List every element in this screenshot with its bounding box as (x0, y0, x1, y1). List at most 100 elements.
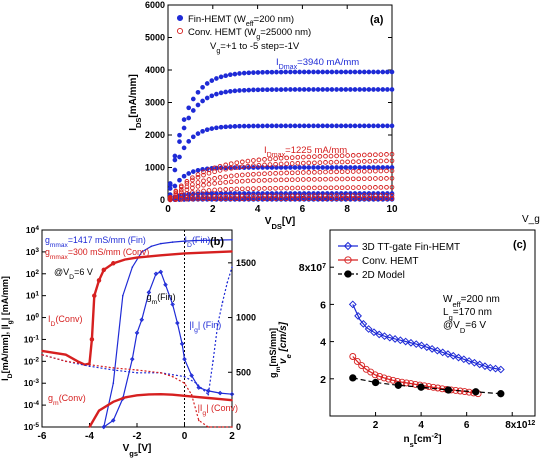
y-tick-label: 6 (320, 299, 326, 311)
data-point (195, 172, 201, 177)
data-point (110, 418, 116, 423)
data-point (470, 358, 479, 367)
data-point (237, 191, 242, 196)
data-point (283, 69, 289, 75)
data-point (350, 169, 356, 174)
data-point (348, 69, 353, 75)
y-tick-label: 2000 (145, 130, 165, 140)
data-point (278, 123, 284, 129)
data-point (283, 87, 289, 92)
annotation-imax-fin: IDmax=3940 mA/mm (276, 57, 359, 71)
panel-c-labels: ns[cm-2] ve [cm/s]gm[mS/mm] (c) 3D TT-gate … (268, 239, 527, 449)
panel-c-frame (329, 229, 536, 417)
x-tick-label: 6 (464, 420, 470, 431)
data-point (283, 191, 289, 196)
data-point (306, 196, 312, 201)
data-point (317, 196, 323, 201)
data-point (206, 181, 212, 187)
data-point (239, 178, 245, 184)
data-point (361, 193, 367, 198)
data-point (352, 69, 358, 75)
data-point (264, 87, 270, 93)
data-point (407, 338, 415, 347)
x-tick-label: 2 (229, 431, 235, 442)
data-point (339, 153, 345, 159)
data-point (207, 251, 210, 254)
data-point (385, 375, 393, 383)
data-point (212, 196, 217, 202)
series-line (41, 267, 233, 396)
data-point (375, 87, 381, 92)
data-point (444, 386, 453, 394)
data-point (411, 380, 419, 388)
data-point (343, 165, 349, 170)
data-point (315, 123, 321, 129)
data-point (311, 87, 316, 92)
series-line (103, 271, 233, 428)
data-point (370, 328, 378, 337)
data-point (380, 87, 386, 92)
data-point (349, 374, 357, 382)
data-point (234, 196, 240, 202)
data-point (201, 188, 206, 194)
data-point (367, 196, 373, 201)
data-point (260, 123, 265, 129)
data-point (297, 87, 302, 92)
data-point (295, 193, 301, 199)
data-point (207, 426, 210, 428)
data-point (239, 186, 245, 192)
data-point (212, 169, 217, 175)
data-point (209, 78, 215, 83)
data-point (177, 132, 182, 138)
data-point (311, 69, 316, 75)
data-point (343, 87, 349, 92)
data-point (65, 360, 67, 363)
data-point (353, 357, 361, 365)
data-point (361, 152, 367, 158)
data-point (146, 290, 152, 295)
data-point (231, 250, 233, 253)
param-label: Lg=170 nm (443, 307, 492, 322)
y-tick-label: 103 (26, 246, 39, 257)
data-point (323, 160, 328, 165)
data-point (98, 409, 100, 412)
data-point (329, 69, 335, 75)
y-axis-label: ve [cm/s] (278, 321, 293, 364)
data-point (389, 123, 395, 129)
data-point (472, 388, 480, 396)
data-point (228, 196, 234, 202)
x-tick-label: 8x1012 (505, 420, 535, 432)
data-point (234, 173, 240, 178)
data-point (237, 71, 242, 76)
data-point (186, 115, 192, 121)
data-point (324, 165, 330, 170)
data-point (465, 357, 474, 365)
data-point (373, 152, 378, 158)
data-point (267, 193, 273, 199)
data-point (256, 157, 262, 163)
data-point (255, 70, 261, 75)
data-point (475, 360, 484, 369)
data-point (373, 196, 378, 201)
data-point (385, 87, 390, 92)
data-point (356, 193, 362, 198)
data-point (195, 89, 201, 95)
data-point (212, 176, 217, 181)
y-tick-label: 10-1 (24, 334, 40, 345)
data-point (136, 372, 138, 374)
data-point (160, 393, 162, 396)
data-point (256, 178, 262, 183)
data-point (312, 169, 317, 175)
data-point (384, 184, 389, 190)
data-point (251, 158, 256, 163)
data-point (177, 139, 182, 144)
x-tick-label: 4 (255, 204, 261, 215)
x-axis-label: Vgs[V] (123, 443, 152, 458)
data-point (284, 185, 290, 191)
data-point (361, 123, 367, 129)
data-point (317, 176, 323, 182)
data-point (196, 385, 202, 390)
data-point (301, 69, 307, 75)
data-point (361, 185, 367, 190)
data-point (251, 70, 256, 75)
